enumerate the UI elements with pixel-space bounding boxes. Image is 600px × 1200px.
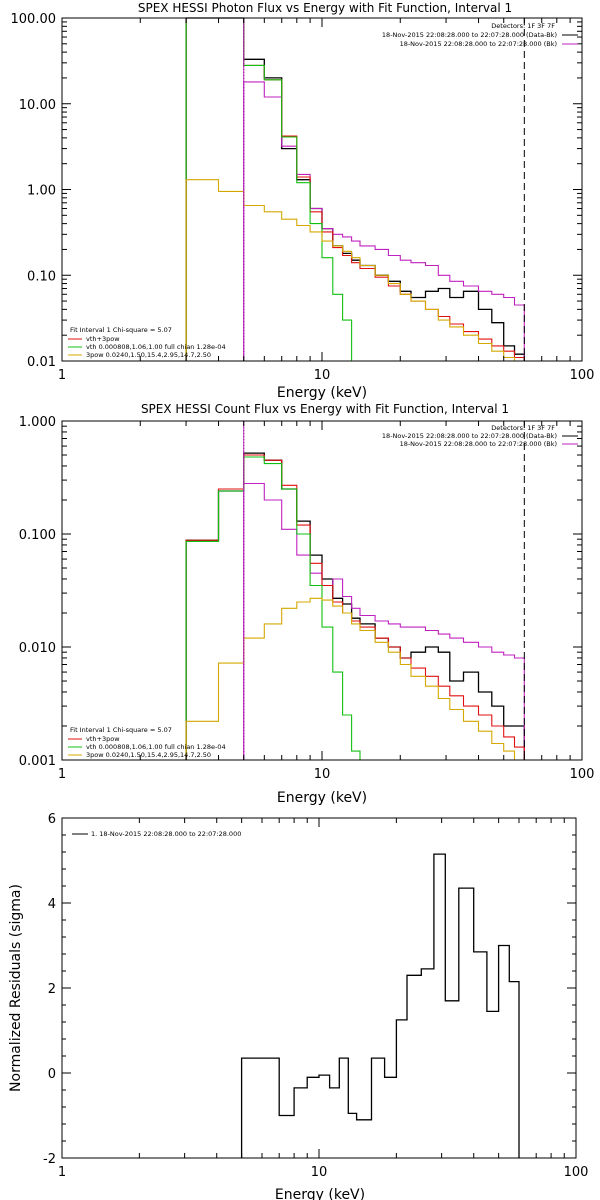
y-tick-label: 4 xyxy=(48,897,56,912)
series-group xyxy=(185,17,525,362)
legend-bk: 18-Nov-2015 22:08:28.000 to 22:07:28.000… xyxy=(400,440,557,448)
series-line xyxy=(185,452,525,760)
residuals-chart: 1 10 100 6 4 2 0 -2 Energy (keV) Normalized Res… xyxy=(8,812,588,1200)
y-tick-label: 100.00 xyxy=(11,12,57,27)
series-line xyxy=(243,81,525,361)
residual-legend: 1. 18-Nov-2015 22:08:28.000 to 22:07:28.… xyxy=(72,830,241,838)
series-line xyxy=(185,17,525,362)
x-tick-label: 100 xyxy=(570,767,595,782)
fit-legend-3pow: 3pow 0.0240,1.50,15.4,2.95,14.7,2.50 xyxy=(86,351,211,359)
photon-flux-chart: SPEX HESSI Photon Flux vs Energy with Fi… xyxy=(11,1,595,401)
legend-entry: 1. 18-Nov-2015 22:08:28.000 to 22:07:28.… xyxy=(91,830,241,838)
series-line xyxy=(185,179,525,362)
y-tick-label: 0 xyxy=(48,1067,56,1082)
y-tick-label: 0.10 xyxy=(27,269,56,284)
y-axis-label: Normalized Residuals (sigma) xyxy=(8,884,24,1092)
x-tick-label: 1 xyxy=(58,767,66,782)
y-tick-label: -2 xyxy=(43,1152,56,1167)
y-tick-label: 2 xyxy=(48,982,56,997)
series-line xyxy=(185,454,525,760)
legend-detectors: Detectors: 1F 3F 7F xyxy=(491,424,555,432)
fit-legend-chi: Fit Interval 1 Chi-square = 5.07 xyxy=(70,726,172,734)
y-tick-label: 0.001 xyxy=(19,754,56,769)
legend-detectors: Detectors: 1F 3F 7F xyxy=(491,22,555,30)
x-tick-label: 100 xyxy=(570,368,595,383)
x-tick-label: 10 xyxy=(314,767,331,782)
fit-legend: Fit Interval 1 Chi-square = 5.07 vth+3po… xyxy=(68,726,226,759)
count-flux-chart: SPEX HESSI Count Flux vs Energy with Fit… xyxy=(19,402,595,806)
x-axis-label: Energy (keV) xyxy=(277,790,367,806)
fit-legend-chi: Fit Interval 1 Chi-square = 5.07 xyxy=(70,326,172,334)
fit-legend: Fit Interval 1 Chi-square = 5.07 vth+3po… xyxy=(68,326,226,359)
series-line xyxy=(243,482,525,760)
x-tick-label: 100 xyxy=(564,1165,589,1180)
x-tick-label: 1 xyxy=(58,1165,66,1180)
chart-title: SPEX HESSI Count Flux vs Energy with Fit… xyxy=(141,402,509,416)
legend-data-bk: 18-Nov-2015 22:08:28.000 to 22:07:28.000… xyxy=(382,432,557,440)
y-tick-label: 0.100 xyxy=(19,528,56,543)
x-axis-label: Energy (keV) xyxy=(277,385,367,401)
x-tick-label: 1 xyxy=(58,368,66,383)
axis-ticks xyxy=(62,421,582,761)
x-tick-label: 10 xyxy=(311,1165,328,1180)
axis-ticks xyxy=(62,817,576,1159)
top-legend: Detectors: 1F 3F 7F 18-Nov-2015 22:08:28… xyxy=(382,424,578,448)
y-tick-label: 10.00 xyxy=(19,98,56,113)
fit-legend-total: vth+3pow xyxy=(86,335,120,343)
y-tick-label: 0.010 xyxy=(19,641,56,656)
series-group xyxy=(185,421,525,761)
series-line xyxy=(185,17,525,361)
series-line xyxy=(185,17,525,361)
y-tick-label: 6 xyxy=(48,812,56,827)
legend-bk: 18-Nov-2015 22:08:28.000 to 22:07:28.000… xyxy=(400,40,557,48)
x-axis-label: Energy (keV) xyxy=(275,1187,365,1200)
x-tick-label: 10 xyxy=(314,368,331,383)
fit-legend-3pow: 3pow 0.0240,1.50,15.4,2.95,14.7,2.50 xyxy=(86,751,211,759)
legend-data-bk: 18-Nov-2015 22:08:28.000 to 22:07:28.000… xyxy=(382,31,557,39)
y-tick-label: 0.01 xyxy=(27,355,56,370)
axis-ticks xyxy=(62,18,582,362)
y-tick-label: 1.000 xyxy=(19,415,56,430)
fit-legend-total: vth+3pow xyxy=(86,735,120,743)
chart-title: SPEX HESSI Photon Flux vs Energy with Fi… xyxy=(138,1,512,15)
series-line xyxy=(185,597,525,761)
fit-legend-vth: vth 0.000808,1.06,1.00 full chian 1.28e-… xyxy=(86,743,226,751)
series-group xyxy=(240,853,520,1158)
plot-frame xyxy=(61,17,583,362)
top-legend: Detectors: 1F 3F 7F 18-Nov-2015 22:08:28… xyxy=(382,22,578,48)
series-line xyxy=(240,853,520,1158)
y-tick-label: 1.00 xyxy=(27,184,56,199)
fit-legend-vth: vth 0.000808,1.06,1.00 full chian 1.28e-… xyxy=(86,343,226,351)
